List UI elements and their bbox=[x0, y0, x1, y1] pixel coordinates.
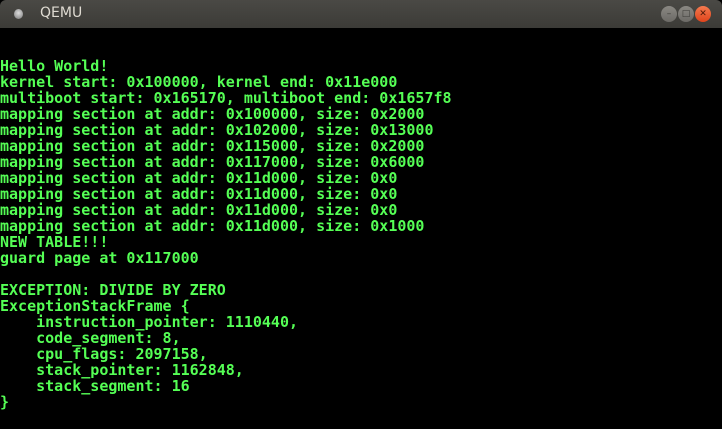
vm-display[interactable]: Hello World! kernel start: 0x100000, ker… bbox=[0, 28, 722, 429]
console-line: multiboot start: 0x165170, multiboot end… bbox=[0, 89, 452, 107]
console-line: guard page at 0x117000 bbox=[0, 249, 199, 267]
console-line: mapping section at addr: 0x100000, size:… bbox=[0, 105, 425, 123]
console-line bbox=[0, 266, 452, 282]
console-line: mapping section at addr: 0x11d000, size:… bbox=[0, 169, 398, 187]
console-line: stack_pointer: 1162848, bbox=[0, 361, 244, 379]
console-line: mapping section at addr: 0x11d000, size:… bbox=[0, 201, 398, 219]
console-line: EXCEPTION: DIVIDE BY ZERO bbox=[0, 281, 226, 299]
console-line: } bbox=[0, 393, 10, 411]
console-output: Hello World! kernel start: 0x100000, ker… bbox=[0, 58, 452, 410]
minimize-icon[interactable]: – bbox=[661, 6, 677, 22]
console-line: NEW TABLE!!! bbox=[0, 233, 109, 251]
console-line: Hello World! bbox=[0, 57, 109, 75]
console-line: mapping section at addr: 0x102000, size:… bbox=[0, 121, 434, 139]
console-line: stack_segment: 16 bbox=[0, 377, 190, 395]
console-line: kernel start: 0x100000, kernel end: 0x11… bbox=[0, 73, 398, 91]
window-title: QEMU bbox=[40, 5, 83, 21]
window-titlebar[interactable]: QEMU – □ ✕ bbox=[0, 0, 722, 28]
console-line: mapping section at addr: 0x117000, size:… bbox=[0, 153, 425, 171]
console-line: instruction_pointer: 1110440, bbox=[0, 313, 299, 331]
app-icon bbox=[14, 9, 23, 19]
console-line: mapping section at addr: 0x11d000, size:… bbox=[0, 185, 398, 203]
console-line: ExceptionStackFrame { bbox=[0, 297, 190, 315]
console-line: mapping section at addr: 0x115000, size:… bbox=[0, 137, 425, 155]
close-icon[interactable]: ✕ bbox=[695, 6, 711, 22]
console-line: mapping section at addr: 0x11d000, size:… bbox=[0, 217, 425, 235]
console-line: cpu_flags: 2097158, bbox=[0, 345, 208, 363]
console-line: code_segment: 8, bbox=[0, 329, 181, 347]
maximize-icon[interactable]: □ bbox=[678, 6, 694, 22]
